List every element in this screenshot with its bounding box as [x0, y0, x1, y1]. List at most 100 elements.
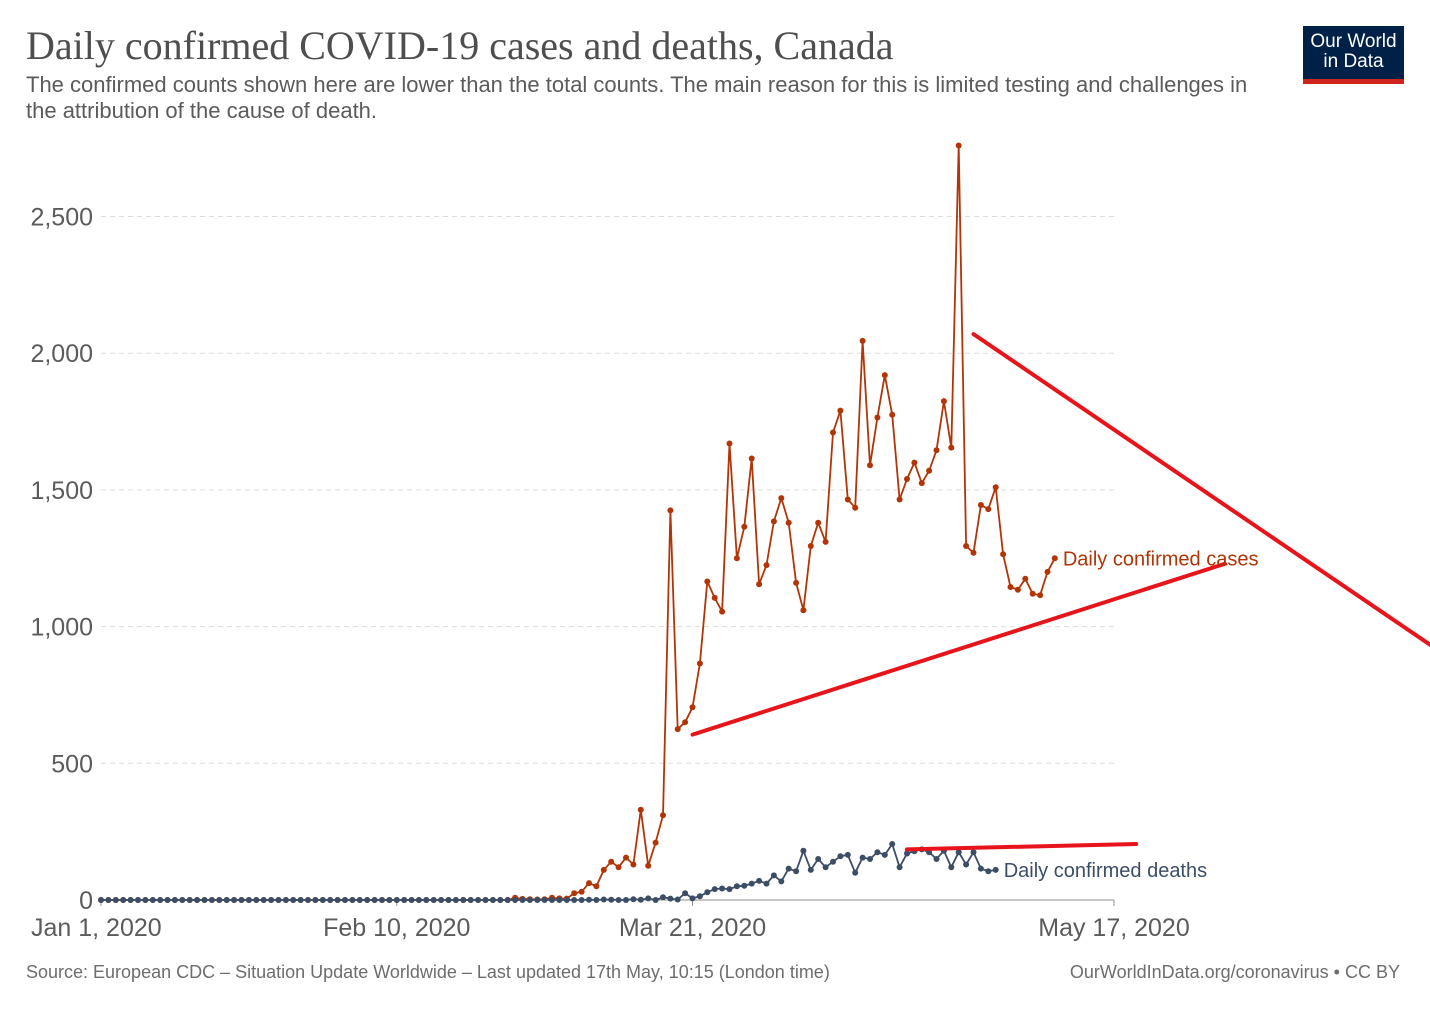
daily-confirmed-deaths-point — [682, 890, 689, 897]
daily-confirmed-deaths-point — [800, 847, 807, 854]
daily-confirmed-deaths-point — [985, 868, 992, 875]
daily-confirmed-deaths-point — [393, 897, 400, 903]
y-tick-label: 2,000 — [30, 340, 93, 368]
daily-confirmed-deaths-point — [963, 861, 970, 868]
daily-confirmed-deaths-point — [179, 897, 186, 903]
daily-confirmed-cases-point — [867, 462, 873, 469]
series-layer — [98, 142, 1058, 903]
daily-confirmed-deaths-point — [445, 897, 452, 903]
daily-confirmed-deaths-point — [171, 897, 178, 903]
daily-confirmed-deaths-point — [630, 896, 637, 903]
y-tick-label: 1,000 — [30, 614, 93, 642]
daily-confirmed-deaths-point — [778, 878, 785, 885]
daily-confirmed-cases-point — [948, 444, 955, 451]
daily-confirmed-deaths-point — [268, 897, 275, 903]
daily-confirmed-deaths-point — [844, 851, 851, 858]
y-tick-label: 0 — [79, 887, 93, 915]
daily-confirmed-deaths-point — [896, 864, 903, 871]
daily-confirmed-deaths-point — [785, 865, 792, 872]
daily-confirmed-cases-point — [689, 704, 696, 711]
daily-confirmed-cases-point — [637, 806, 644, 813]
daily-confirmed-deaths-point — [807, 866, 814, 873]
owid-logo[interactable]: Our World in Data — [1303, 26, 1404, 84]
logo-line-1: Our World — [1310, 31, 1397, 52]
daily-confirmed-deaths-point — [157, 897, 164, 903]
daily-confirmed-cases-point — [578, 888, 585, 895]
daily-confirmed-deaths-point — [600, 896, 607, 903]
daily-confirmed-deaths-point — [763, 880, 770, 887]
daily-confirmed-deaths-point — [186, 897, 193, 903]
daily-confirmed-deaths-point — [356, 897, 363, 903]
daily-confirmed-deaths-point — [164, 897, 171, 903]
daily-confirmed-cases-point — [830, 429, 836, 436]
daily-confirmed-deaths-point — [859, 854, 866, 861]
daily-confirmed-deaths-point — [563, 897, 570, 903]
daily-confirmed-deaths-point — [756, 877, 763, 884]
daily-confirmed-cases-point — [852, 504, 859, 511]
chart-area: 0 500 1,000 1,500 2,000 2,500 Jan 1, 2020 Feb 1… — [30, 142, 1430, 942]
daily-confirmed-deaths-legend-label: Daily confirmed deaths — [1004, 860, 1207, 882]
daily-confirmed-deaths-point — [120, 897, 127, 903]
daily-confirmed-deaths-point — [112, 897, 119, 903]
daily-confirmed-deaths-point — [312, 897, 319, 903]
trend-line-annotation — [971, 332, 1430, 648]
daily-confirmed-deaths-point — [977, 865, 984, 872]
daily-confirmed-deaths-point — [223, 897, 230, 903]
daily-confirmed-cases-legend-label: Daily confirmed cases — [1063, 548, 1259, 570]
daily-confirmed-deaths-point — [696, 893, 703, 900]
daily-confirmed-deaths-point — [822, 864, 829, 871]
daily-confirmed-deaths-point — [334, 897, 341, 903]
y-tick-label: 1,500 — [30, 477, 93, 505]
daily-confirmed-deaths-point — [645, 895, 652, 902]
daily-confirmed-deaths-point — [933, 856, 940, 862]
daily-confirmed-cases-point — [763, 562, 770, 569]
daily-confirmed-deaths-point — [623, 897, 629, 903]
daily-confirmed-cases-point — [1029, 590, 1036, 597]
daily-confirmed-deaths-point — [401, 897, 408, 903]
daily-confirmed-deaths-point — [467, 897, 474, 903]
daily-confirmed-deaths-point — [992, 866, 999, 873]
daily-confirmed-cases-point — [985, 506, 992, 513]
daily-confirmed-deaths-point — [689, 895, 696, 902]
daily-confirmed-cases-point — [719, 608, 726, 615]
daily-confirmed-cases-point — [748, 455, 755, 462]
daily-confirmed-cases-point — [645, 862, 652, 869]
daily-confirmed-deaths-point — [142, 897, 149, 903]
daily-confirmed-deaths-point — [704, 889, 711, 896]
y-tick-label: 2,500 — [30, 204, 93, 232]
daily-confirmed-deaths-point — [408, 897, 415, 903]
daily-confirmed-cases-point — [1022, 575, 1029, 582]
daily-confirmed-cases-point — [1051, 555, 1058, 562]
daily-confirmed-deaths-point — [297, 897, 304, 903]
daily-confirmed-cases-point — [800, 607, 807, 614]
daily-confirmed-deaths-point — [608, 896, 615, 903]
daily-confirmed-cases-point — [733, 555, 740, 562]
daily-confirmed-deaths-point — [719, 885, 726, 892]
daily-confirmed-deaths-point — [770, 872, 777, 879]
daily-confirmed-deaths-point — [549, 897, 555, 903]
daily-confirmed-cases-point — [785, 519, 792, 526]
daily-confirmed-deaths-point — [733, 883, 740, 890]
daily-confirmed-deaths-point — [371, 897, 378, 903]
daily-confirmed-deaths-point — [415, 897, 422, 903]
daily-confirmed-deaths-point — [364, 897, 371, 903]
daily-confirmed-cases-point — [1014, 586, 1021, 593]
daily-confirmed-deaths-point — [430, 897, 437, 903]
daily-confirmed-deaths-point — [637, 896, 644, 903]
daily-confirmed-deaths-point — [519, 897, 526, 903]
daily-confirmed-cases-point — [963, 543, 970, 549]
source-url-link[interactable]: OurWorldInData.org/coronavirus • CC BY — [1069, 962, 1400, 982]
daily-confirmed-cases-point — [674, 726, 681, 733]
daily-confirmed-deaths-point — [460, 897, 467, 903]
daily-confirmed-deaths-point — [342, 897, 348, 903]
daily-confirmed-deaths-point — [105, 897, 112, 903]
daily-confirmed-deaths-point — [290, 897, 297, 903]
daily-confirmed-cases-point — [711, 594, 718, 601]
x-tick-label: Feb 10, 2020 — [323, 914, 470, 942]
axes: 0 500 1,000 1,500 2,000 2,500 Jan 1, 2020 Feb 1… — [30, 204, 1189, 942]
daily-confirmed-cases-point — [992, 484, 999, 491]
daily-confirmed-cases-point — [660, 812, 666, 819]
daily-confirmed-cases-point — [652, 839, 659, 846]
daily-confirmed-deaths-point — [305, 897, 311, 903]
daily-confirmed-deaths-point — [674, 896, 681, 903]
